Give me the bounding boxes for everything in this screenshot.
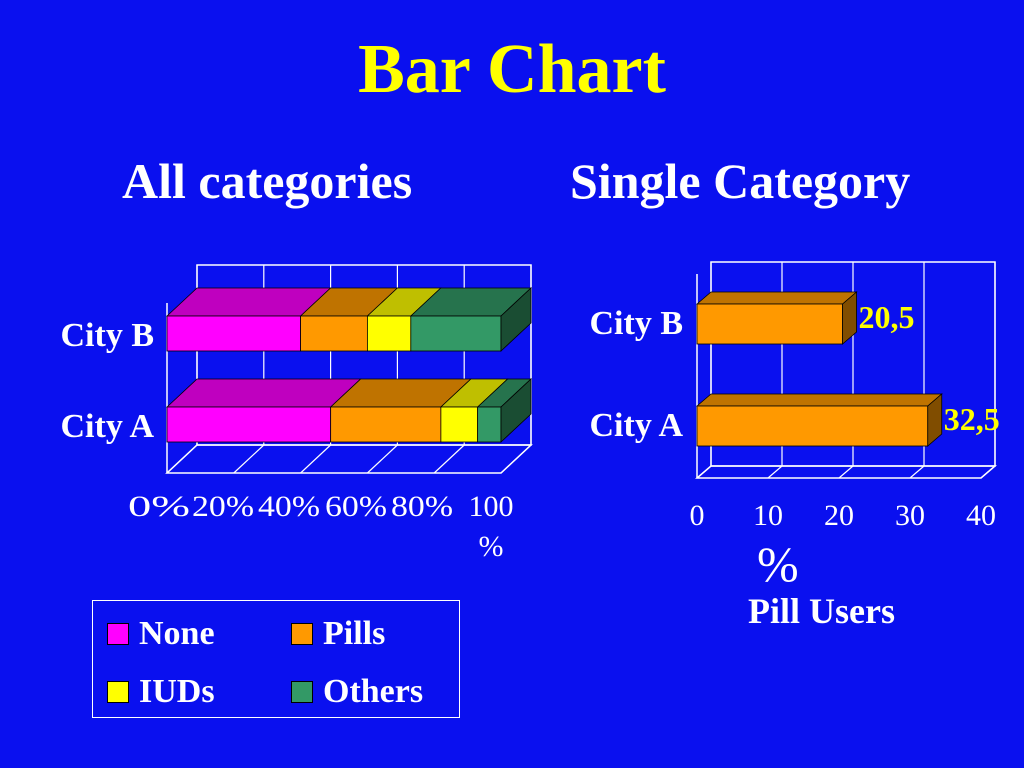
- bar: [696, 405, 929, 447]
- x-tick-label: 30: [895, 499, 925, 532]
- legend-item-pills: Pills: [291, 615, 385, 653]
- x-tick-label: 40%: [258, 490, 320, 523]
- legend-label-none: None: [139, 615, 215, 652]
- legend-label-iuds: IUDs: [139, 673, 215, 710]
- right-floor-gridline: [980, 465, 996, 479]
- right-chart-subtitle: Single Category: [570, 153, 911, 209]
- bar-segment-pills: [300, 315, 368, 352]
- legend-swatch-pills: [291, 623, 313, 645]
- right-chart-xlabel: Pill Users: [748, 591, 895, 631]
- left-floor-gridline: [166, 444, 198, 474]
- category-label: City B: [61, 317, 155, 354]
- legend-swatch-others: [291, 681, 313, 703]
- left-floor-gridline: [233, 444, 265, 474]
- slide-title: Bar Chart: [358, 31, 666, 108]
- right-chart-unit: %: [757, 536, 799, 592]
- bar-segment-iuds: [366, 315, 412, 352]
- x-tick-label: 40: [966, 499, 996, 532]
- bar-segment-pills: [330, 406, 442, 443]
- right-floor-gridline: [909, 465, 925, 479]
- right-floor-gridline: [838, 465, 854, 479]
- bar: [696, 303, 843, 345]
- bar-segment-others: [477, 406, 502, 443]
- x-tick-label: 20%: [192, 490, 254, 523]
- bar-segment-iuds: [440, 406, 479, 443]
- x-tick-label: 0: [690, 499, 705, 532]
- left-floor-gridline: [433, 444, 465, 474]
- legend-label-others: Others: [323, 673, 424, 710]
- pill-users-bar-chart: 20,5 City B 32,5 City A 0 10 20 30 40: [590, 261, 1000, 532]
- legend-item-iuds: IUDs: [107, 673, 215, 711]
- stacked-percent-bar-chart: City B City A 0% 20% 40% 60% 80% 100%: [61, 264, 533, 563]
- x-tick-label: 0%: [128, 490, 190, 523]
- left-floor-gridline: [366, 444, 398, 474]
- x-tick-label: 10: [753, 499, 783, 532]
- category-label: City A: [590, 407, 684, 444]
- left-chart-subtitle: All categories: [122, 153, 413, 209]
- data-label: 20,5: [859, 299, 915, 335]
- legend-label-pills: Pills: [323, 615, 386, 652]
- x-tick-label: 20: [824, 499, 854, 532]
- left-floor-gridline: [500, 444, 532, 474]
- bar-top-none: [165, 378, 362, 408]
- bar-segment-others: [410, 315, 502, 352]
- x-tick-label-unit: %: [479, 530, 504, 563]
- right-floor-gridline: [696, 465, 712, 479]
- left-floor: [165, 444, 533, 474]
- legend-item-none: None: [107, 615, 215, 653]
- bar-side-others: [500, 287, 532, 352]
- x-tick-label: 60%: [325, 490, 387, 523]
- legend-swatch-iuds: [107, 681, 129, 703]
- bar-side: [842, 291, 857, 345]
- bar-segment-none: [166, 315, 302, 352]
- legend-swatch-none: [107, 623, 129, 645]
- left-floor-gridline: [300, 444, 332, 474]
- chart-legend: None Pills IUDs Others: [92, 600, 460, 718]
- category-label: City B: [590, 305, 684, 342]
- data-label: 32,5: [944, 401, 1000, 437]
- right-floor-gridline: [767, 465, 783, 479]
- bar-top: [695, 291, 858, 305]
- legend-item-others: Others: [291, 673, 423, 711]
- bar-side-others: [500, 378, 532, 443]
- x-tick-label: 80%: [391, 490, 453, 523]
- bar-side: [927, 393, 943, 447]
- x-tick-label: 100: [469, 490, 514, 523]
- category-label: City A: [61, 408, 155, 445]
- bar-segment-none: [166, 406, 332, 443]
- bar-top: [695, 393, 943, 407]
